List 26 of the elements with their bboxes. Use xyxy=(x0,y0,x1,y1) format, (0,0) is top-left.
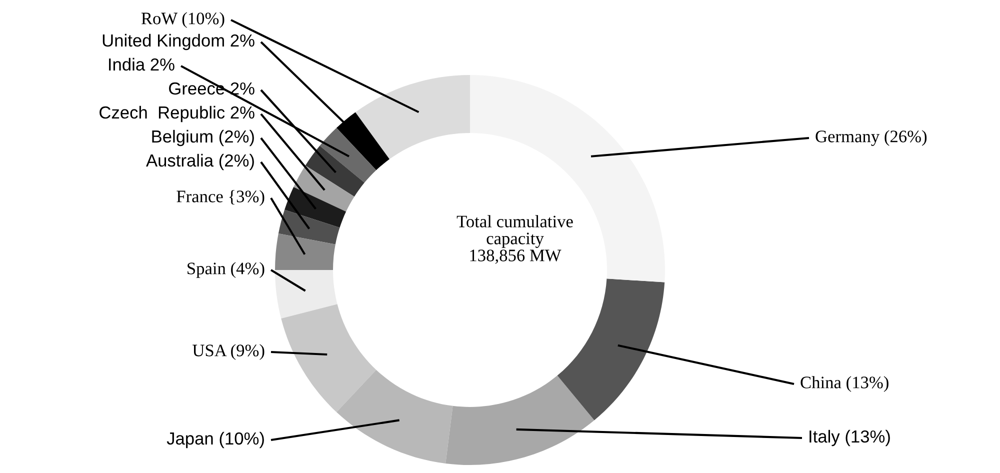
donut-slice xyxy=(336,370,453,464)
slice-label: USA (9%) xyxy=(192,344,264,360)
donut-slice xyxy=(305,146,364,197)
slice-label: United Kingdom 2% xyxy=(102,34,254,50)
donut-slice xyxy=(294,166,354,212)
donut-slice xyxy=(275,270,338,318)
slice-label: Germany (26%) xyxy=(816,130,927,146)
slice-label: Australia (2%) xyxy=(146,154,254,170)
slice-label: India 2% xyxy=(109,58,174,71)
donut-slice xyxy=(557,278,665,420)
donut-slice xyxy=(278,210,340,244)
text: Total cumulative capacity 138,856 MW xyxy=(456,215,573,264)
slice-label: Japan (10%) xyxy=(166,432,264,448)
slice-label: Czech Republic 2% xyxy=(100,106,254,122)
donut-slice xyxy=(284,186,346,228)
donut-slice xyxy=(320,128,376,183)
donut-slice xyxy=(275,233,336,270)
slice-label: Belgium (2%) xyxy=(152,130,254,146)
donut-slice xyxy=(281,304,376,412)
slice-label: France {3%) xyxy=(176,190,264,206)
slice-label: RoW (10%) xyxy=(141,12,224,28)
slice-label: Italy (13%) xyxy=(810,430,890,446)
donut-slice xyxy=(355,75,470,160)
slice-label: Spain (4%) xyxy=(188,262,264,278)
donut-slice xyxy=(446,376,594,465)
slice-label: China (13%) xyxy=(800,376,888,392)
